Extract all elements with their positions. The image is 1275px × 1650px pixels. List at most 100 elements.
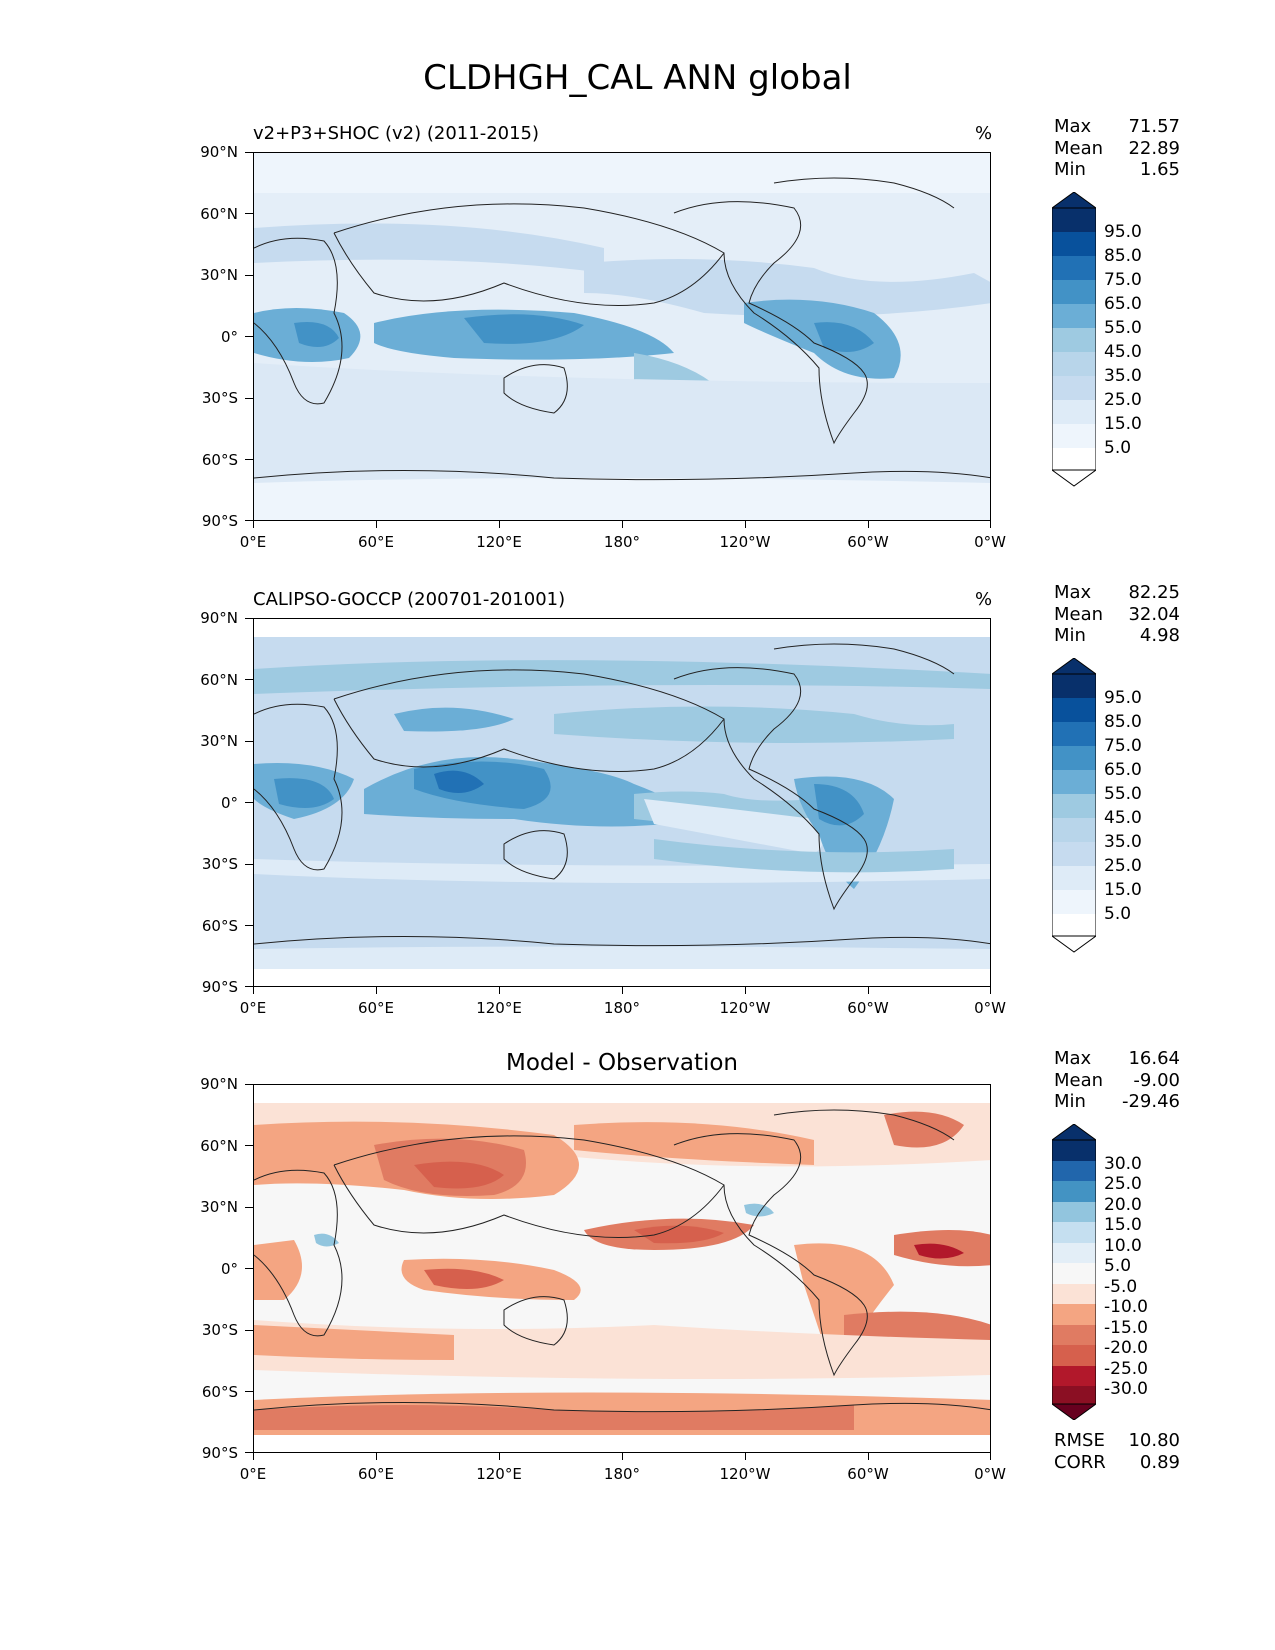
diff-field xyxy=(794,1243,894,1375)
lat-label: 30°S xyxy=(201,1321,238,1339)
colorbar-label: -30.0 xyxy=(1104,1379,1148,1399)
colorbar-label: 75.0 xyxy=(1104,736,1142,756)
map-difference xyxy=(253,1084,991,1453)
colorbar-label: 95.0 xyxy=(1104,222,1142,242)
lat-label: 0° xyxy=(220,794,238,812)
stat-value: 16.64 xyxy=(1128,1048,1180,1069)
colorbar-label: 5.0 xyxy=(1104,438,1132,458)
panel-title: CALIPSO-GOCCP (200701-201001) xyxy=(253,589,566,610)
colorbar-label: 65.0 xyxy=(1104,294,1142,314)
colorbar-label: 75.0 xyxy=(1104,270,1142,290)
lat-tick xyxy=(245,802,253,803)
coastline-americas xyxy=(673,667,868,911)
diff-field xyxy=(314,1233,339,1247)
lon-tick xyxy=(868,521,869,528)
coastline-africa-europe xyxy=(254,237,343,405)
colorbar-label: 25.0 xyxy=(1104,390,1142,410)
coastlines xyxy=(254,1109,990,1413)
colorbar-swatch xyxy=(1052,914,1096,936)
panel-title: v2+P3+SHOC (v2) (2011-2015) xyxy=(253,123,540,144)
colorbar-outline xyxy=(1052,207,1096,471)
stats-box: Max 71.57 Mean 22.89 Min 1.65 xyxy=(1054,116,1180,181)
lat-label: 60°S xyxy=(201,451,238,469)
lat-label: 90°N xyxy=(200,609,238,627)
colorbar-label: -5.0 xyxy=(1104,1277,1138,1297)
colorbar-label: 15.0 xyxy=(1104,414,1142,434)
lon-label: 0°W xyxy=(974,999,1006,1017)
lon-tick xyxy=(622,521,623,528)
lon-label: 120°W xyxy=(719,999,771,1017)
colorbar-label: 5.0 xyxy=(1104,904,1132,924)
lat-tick xyxy=(245,1330,253,1331)
cloud-field xyxy=(274,778,334,808)
lon-tick xyxy=(990,987,991,994)
stats-box: Max 16.64 Mean -9.00 Min -29.46 xyxy=(1054,1048,1180,1113)
lon-label: 60°W xyxy=(847,999,889,1017)
colorbar-label: 45.0 xyxy=(1104,342,1142,362)
lon-tick xyxy=(745,987,746,994)
lon-tick xyxy=(990,521,991,528)
lon-tick xyxy=(499,521,500,528)
colorbar-swatch xyxy=(1052,1140,1096,1161)
colorbar-label: 25.0 xyxy=(1104,1174,1142,1194)
colorbar-label: -10.0 xyxy=(1104,1297,1148,1317)
figure-title: CLDHGH_CAL ANN global xyxy=(423,58,852,98)
colorbar-extend-bottom xyxy=(1052,1403,1096,1420)
coastline-americas xyxy=(673,1133,868,1377)
map-observation-svg xyxy=(254,619,990,986)
colorbar-label: 85.0 xyxy=(1104,712,1142,732)
cloud-field xyxy=(254,946,990,969)
colorbar-swatch xyxy=(1052,328,1096,352)
coastline-antarctica xyxy=(254,1402,990,1413)
colorbar-swatch xyxy=(1052,866,1096,890)
coastline-africa-europe xyxy=(254,703,343,871)
lon-label: 120°E xyxy=(476,533,522,551)
stat-label: Min xyxy=(1054,1091,1086,1112)
diff-field xyxy=(424,1268,504,1289)
diff-field xyxy=(414,1161,504,1189)
lat-label: 90°S xyxy=(201,978,238,996)
colorbar-label: -25.0 xyxy=(1104,1359,1148,1379)
lon-label: 120°E xyxy=(476,1465,522,1483)
colorbar-extend-top xyxy=(1052,1124,1096,1141)
lon-label: 60°W xyxy=(847,1465,889,1483)
lon-tick xyxy=(253,987,254,994)
colorbar-swatch xyxy=(1052,1181,1096,1202)
lon-tick xyxy=(376,1453,377,1460)
lon-label: 180° xyxy=(603,533,641,551)
lon-label: 0°W xyxy=(974,1465,1006,1483)
colorbar-label: 65.0 xyxy=(1104,760,1142,780)
lat-label: 60°S xyxy=(201,1383,238,1401)
colorbar-label: 55.0 xyxy=(1104,784,1142,804)
coastline-africa-europe xyxy=(254,1169,343,1337)
colorbar-label: -20.0 xyxy=(1104,1338,1148,1358)
colorbar-label: 25.0 xyxy=(1104,856,1142,876)
cloud-field xyxy=(254,223,604,273)
lat-tick xyxy=(245,459,253,460)
lon-label: 60°E xyxy=(357,533,395,551)
stat-value: 4.98 xyxy=(1139,625,1180,646)
panel-model: v2+P3+SHOC (v2) (2011-2015) % xyxy=(0,0,1275,551)
lat-label: 60°S xyxy=(201,917,238,935)
colorbar-swatch xyxy=(1052,722,1096,746)
lat-label: 90°S xyxy=(201,1444,238,1462)
lon-label: 0°E xyxy=(239,999,267,1017)
lat-tick xyxy=(245,213,253,214)
coastlines xyxy=(254,643,990,947)
lat-tick xyxy=(245,1145,253,1146)
stat-value: 71.57 xyxy=(1128,116,1180,137)
colorbar-swatch xyxy=(1052,842,1096,866)
lat-label: 60°N xyxy=(200,671,238,689)
lon-tick xyxy=(499,987,500,994)
lat-tick xyxy=(245,986,253,987)
coastline-australia xyxy=(503,364,568,414)
colorbar-swatch xyxy=(1052,746,1096,770)
cloud-field xyxy=(294,322,339,347)
lon-label: 0°E xyxy=(239,1465,267,1483)
cloud-field xyxy=(464,314,584,344)
lon-tick xyxy=(622,1453,623,1460)
stat-value: 32.04 xyxy=(1128,603,1180,625)
colorbar-swatch xyxy=(1052,1243,1096,1263)
diff-field xyxy=(744,1203,774,1217)
lon-tick xyxy=(253,521,254,528)
